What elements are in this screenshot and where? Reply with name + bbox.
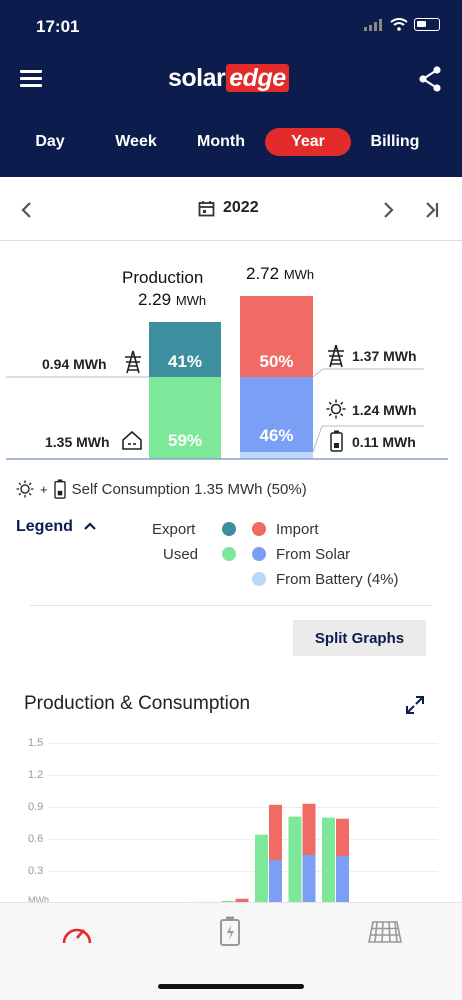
- from-solar-percentage: 46%: [259, 426, 294, 445]
- share-icon[interactable]: [418, 66, 442, 92]
- grid-tower-icon: [328, 344, 344, 368]
- app-header: 17:01 solar edge Day Week Month Year Bill…: [0, 0, 462, 177]
- menu-icon[interactable]: [20, 70, 42, 87]
- import-value: 1.37 MWh: [352, 348, 417, 364]
- battery-storage-icon: [53, 479, 66, 499]
- pc-chart: 1.5 1.2 0.9 0.6 0.3 MWh: [0, 732, 462, 905]
- consumption-bar[interactable]: [235, 898, 249, 902]
- grid-tower-icon: [125, 350, 141, 374]
- chevron-left-icon: [21, 202, 31, 218]
- pc-chart-bars: [188, 803, 349, 902]
- latest-period-button[interactable]: [424, 199, 440, 225]
- legend-export-label: Export: [152, 521, 196, 538]
- used-bar[interactable]: [149, 377, 221, 459]
- pc-chart-title: Production & Consumption: [24, 693, 251, 714]
- gridline: [48, 871, 438, 872]
- legend-used-label: Used: [163, 546, 199, 563]
- import-percentage: 50%: [259, 352, 294, 371]
- from-solar-value: 1.24 MWh: [352, 402, 417, 418]
- legend-from-battery-swatch: [252, 572, 266, 586]
- legend-toggle[interactable]: Legend: [16, 518, 97, 536]
- tab-day[interactable]: Day: [35, 133, 65, 150]
- from-battery-value: 0.11 MWh: [352, 434, 416, 450]
- split-graphs-button[interactable]: Split Graphs: [293, 620, 426, 656]
- chevron-up-icon: [84, 522, 97, 530]
- wifi-icon: [390, 18, 408, 31]
- from-solar-bar[interactable]: [336, 856, 349, 902]
- sun-icon: [326, 399, 346, 419]
- from-solar-bar[interactable]: [302, 854, 316, 902]
- used-value: 1.35 MWh: [45, 434, 110, 450]
- legend-import-swatch: [252, 522, 266, 536]
- production-title: Production: [122, 268, 204, 287]
- status-icons: [364, 18, 440, 31]
- from-solar-bar[interactable]: [269, 860, 282, 902]
- tab-year[interactable]: Year: [265, 128, 351, 156]
- y-tick-label: 0.3: [28, 865, 44, 877]
- legend-from-solar-label: From Solar: [276, 546, 351, 563]
- legend-import-label: Import: [276, 521, 319, 538]
- battery-storage-icon[interactable]: [219, 915, 241, 947]
- tab-billing[interactable]: Billing: [370, 133, 420, 150]
- production-bar[interactable]: [288, 816, 302, 902]
- from-battery-bar[interactable]: [240, 452, 313, 459]
- signal-icon: [364, 18, 382, 31]
- legend-from-solar-swatch: [252, 547, 266, 561]
- legend-export-swatch: [222, 522, 236, 536]
- calendar-icon: [198, 200, 215, 216]
- self-consumption-text: Self Consumption 1.35 MWh (50%): [71, 480, 307, 498]
- export-bar[interactable]: [149, 322, 221, 377]
- period-label[interactable]: 2022: [198, 199, 259, 217]
- dashboard-gauge-icon[interactable]: [60, 919, 94, 947]
- used-percentage: 59%: [167, 431, 203, 450]
- next-period-button[interactable]: [383, 199, 395, 225]
- export-value: 0.94 MWh: [42, 356, 107, 372]
- gridline: [48, 743, 438, 744]
- from-solar-bar[interactable]: [240, 377, 313, 452]
- y-tick-label: 0.6: [28, 833, 44, 845]
- gridline: [48, 807, 438, 808]
- self-consumption-row: + Self Consumption 1.35 MWh (50%): [16, 479, 307, 499]
- bottom-navigation: [0, 902, 462, 1000]
- legend-used-swatch: [222, 547, 236, 561]
- chevron-right-icon: [384, 202, 394, 218]
- gridline: [48, 839, 438, 840]
- home-indicator: [158, 984, 304, 989]
- y-tick-label: 1.5: [28, 737, 44, 749]
- production-total: 2.29 MWh: [138, 290, 207, 309]
- tab-month[interactable]: Month: [197, 133, 245, 150]
- legend-from-battery-label: From Battery (4%): [276, 571, 399, 588]
- production-bar[interactable]: [221, 900, 235, 902]
- tab-week[interactable]: Week: [115, 133, 157, 150]
- home-icon: [122, 430, 142, 450]
- status-time: 17:01: [36, 17, 80, 36]
- divider: [30, 605, 432, 606]
- energy-balance-chart: Production 2.29 MWh 2.72 MWh 41% 59% 50%…: [0, 242, 462, 467]
- expand-icon[interactable]: [405, 695, 425, 715]
- export-percentage: 41%: [167, 352, 203, 371]
- consumption-total: 2.72 MWh: [246, 264, 315, 283]
- period-year: 2022: [223, 199, 259, 216]
- solaredge-logo: solar edge: [168, 64, 289, 93]
- import-bar[interactable]: [240, 296, 313, 377]
- y-tick-label: 1.2: [28, 769, 44, 781]
- production-bar[interactable]: [322, 817, 335, 902]
- chart-lines: [6, 368, 448, 460]
- y-unit-label: MWh: [28, 895, 49, 905]
- solar-panel-layout-icon[interactable]: [368, 921, 402, 943]
- period-tabs: Day Week Month Year Billing: [0, 128, 462, 158]
- battery-icon: [414, 18, 440, 31]
- period-navigator: 2022: [0, 177, 462, 241]
- battery-storage-icon: [330, 430, 343, 452]
- previous-period-button[interactable]: [20, 199, 32, 225]
- gridline: [48, 775, 438, 776]
- production-bar[interactable]: [255, 834, 268, 902]
- plus-sign: +: [40, 481, 48, 497]
- sun-icon: [16, 480, 34, 498]
- y-tick-label: 0.9: [28, 801, 44, 813]
- skip-to-end-icon: [426, 202, 439, 218]
